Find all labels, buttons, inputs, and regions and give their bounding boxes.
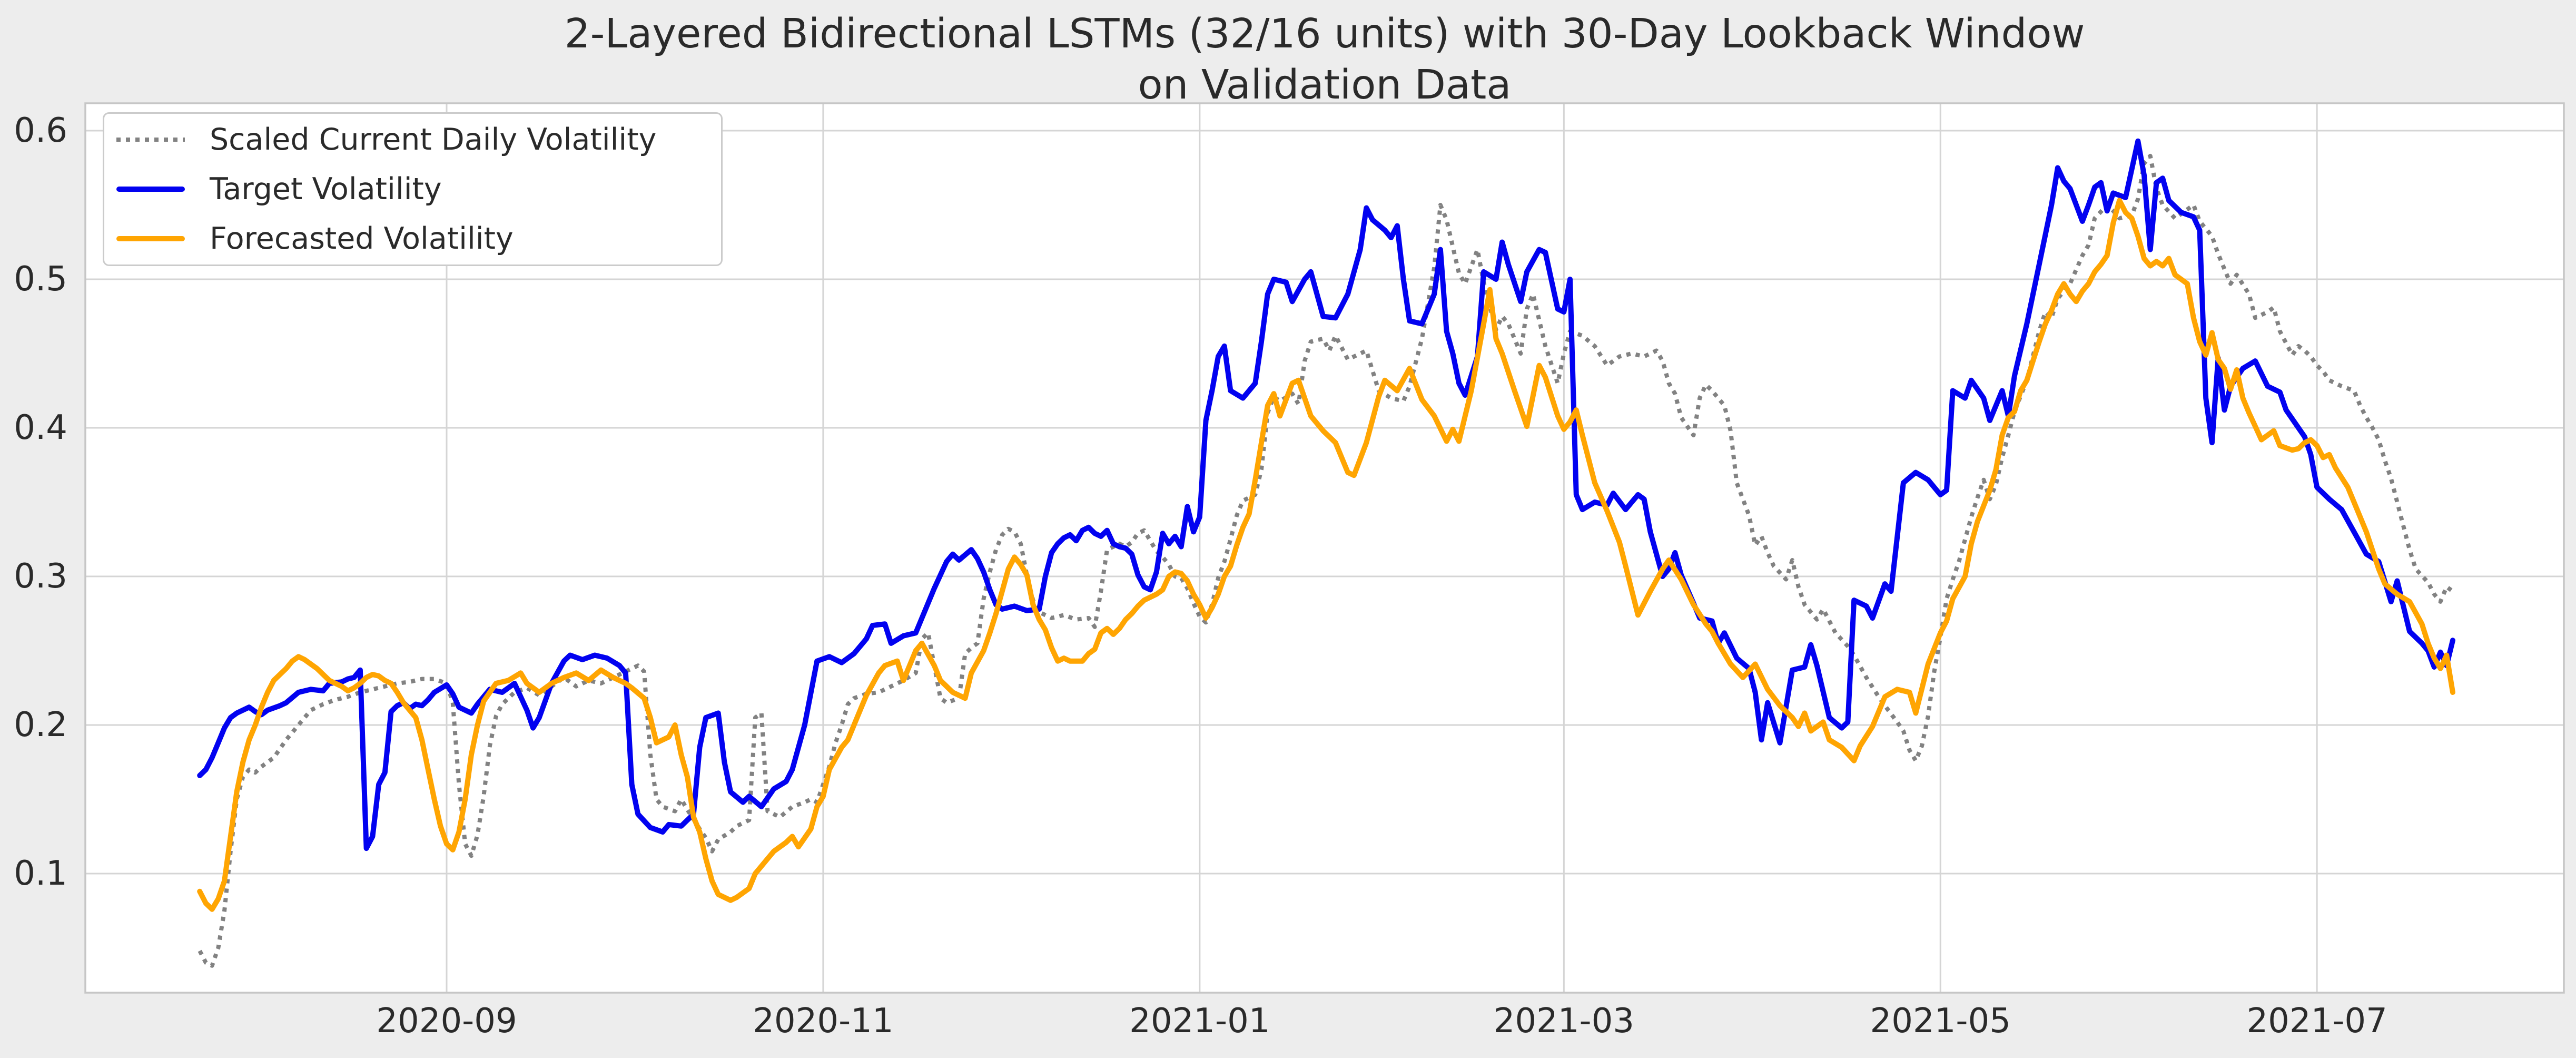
forecasted-volatility-line <box>197 198 2455 912</box>
legend-item-target-volatility: Target Volatility <box>104 166 721 213</box>
x-tick-label: 2020-09 <box>376 1002 517 1041</box>
legend-item-forecasted-volatility: Forecasted Volatility <box>104 215 721 262</box>
x-tick-label: 2021-05 <box>1870 1002 2011 1041</box>
y-tick-label: 0.6 <box>14 111 67 150</box>
legend: Scaled Current Daily Volatility Target V… <box>103 112 723 266</box>
y-tick-label: 0.4 <box>14 408 67 447</box>
target-volatility-line <box>197 138 2455 851</box>
chart-title: 2-Layered Bidirectional LSTMs (32/16 uni… <box>85 8 2564 111</box>
y-tick-label: 0.5 <box>14 260 67 299</box>
series-lines <box>197 138 2455 968</box>
legend-label: Scaled Current Daily Volatility <box>210 122 657 158</box>
gridlines <box>85 103 2564 993</box>
y-tick-label: 0.3 <box>14 557 67 596</box>
orange-line-swatch-icon <box>116 236 185 241</box>
legend-label: Forecasted Volatility <box>210 221 514 256</box>
x-tick-label: 2021-03 <box>1493 1002 1635 1041</box>
x-tick-label: 2021-01 <box>1129 1002 1270 1041</box>
x-tick-label: 2021-07 <box>2246 1002 2387 1041</box>
dotted-line-swatch-icon <box>116 138 185 142</box>
scaled-current-daily-volatility-line <box>198 153 2454 968</box>
legend-item-scaled-current-daily-volatility: Scaled Current Daily Volatility <box>104 116 721 163</box>
blue-line-swatch-icon <box>116 187 185 192</box>
y-tick-label: 0.1 <box>14 854 67 893</box>
plot-spines <box>84 102 2565 994</box>
x-tick-label: 2020-11 <box>753 1002 894 1041</box>
chart-title-line1: 2-Layered Bidirectional LSTMs (32/16 uni… <box>564 11 2085 57</box>
chart-title-line2: on Validation Data <box>1138 62 1512 109</box>
y-tick-label: 0.2 <box>14 706 67 744</box>
legend-label: Target Volatility <box>210 172 442 207</box>
